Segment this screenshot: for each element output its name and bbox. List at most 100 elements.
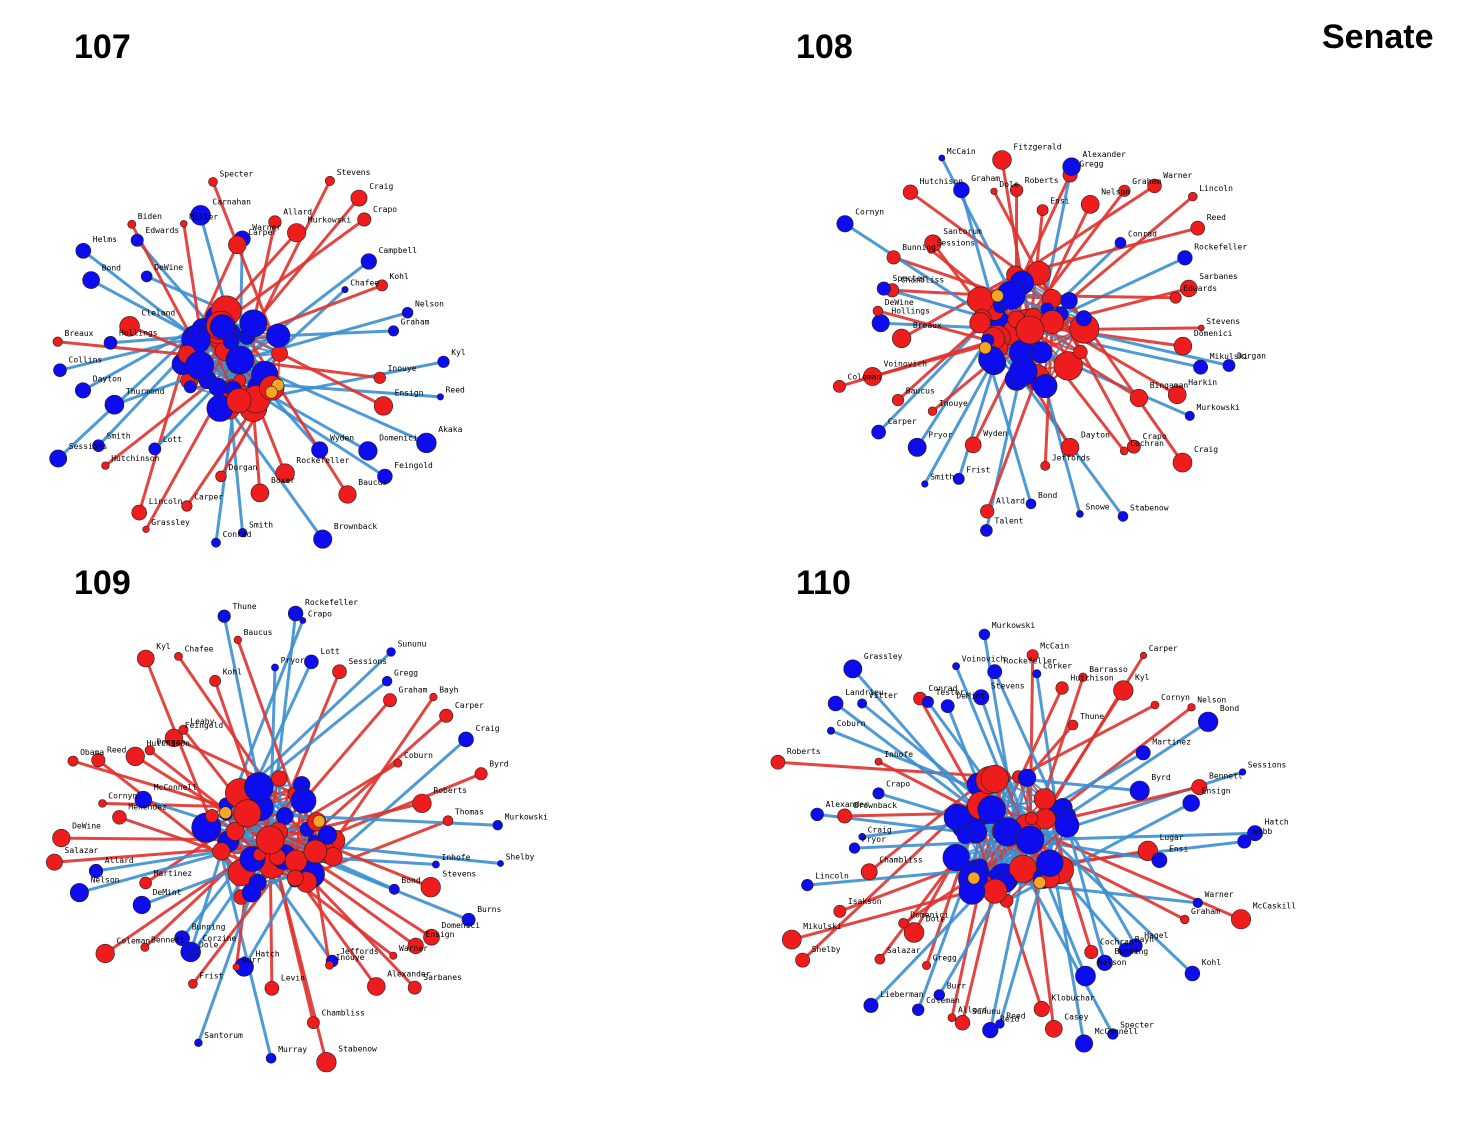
senator-node (965, 437, 981, 453)
senator-node (1136, 746, 1150, 760)
senator-label: Smith (249, 520, 273, 529)
senator-node (102, 462, 110, 470)
senator-node (211, 538, 220, 547)
network-edge (987, 377, 1036, 511)
senator-label: Lugar (1160, 833, 1184, 842)
senator-label: Martinez (154, 869, 193, 878)
senator-label: Chafee (185, 644, 214, 653)
senator-label: Obama (80, 748, 104, 757)
senator-label: Reid (1000, 1014, 1019, 1023)
senator-node (459, 732, 474, 747)
senator-label: Murkowski (1197, 403, 1241, 412)
senator-label: Miller (189, 213, 218, 222)
senator-label: Domenici (442, 921, 481, 930)
senator-node (96, 944, 115, 963)
senator-node (1183, 795, 1200, 812)
senator-label: McConnell (154, 783, 198, 792)
senator-label: Coburn (837, 719, 866, 728)
senator-node (220, 807, 232, 819)
senator-node (1025, 812, 1038, 825)
senator-node (333, 665, 347, 679)
senator-label: McCain (947, 147, 976, 156)
senator-label: Chambliss (322, 1009, 366, 1018)
senator-label: Biden (138, 212, 162, 221)
senator-node (922, 696, 933, 707)
senator-label: Talent (995, 516, 1024, 525)
senator-label: Santorum (943, 227, 982, 236)
senator-node (1170, 292, 1181, 303)
senator-label: DeMint (153, 888, 182, 897)
senator-label: Gregg (394, 668, 418, 677)
senator-node (394, 759, 402, 767)
senator-label: Rockefeller (305, 598, 358, 607)
senator-node (1034, 789, 1055, 810)
senator-label: Menendez (128, 802, 167, 811)
senator-node (872, 425, 886, 439)
senator-node (351, 190, 367, 206)
senator-node (408, 981, 421, 994)
senator-node (226, 346, 254, 374)
senator-label: Leahy (190, 717, 214, 726)
senator-node (430, 693, 438, 701)
senator-node (497, 860, 503, 866)
senator-node (325, 961, 333, 969)
senator-label: Thune (1080, 712, 1104, 721)
senator-label: Allard (996, 497, 1025, 506)
senator-label: Sessions (349, 657, 388, 666)
senator-node (1188, 704, 1196, 712)
senator-node (1031, 342, 1053, 364)
senator-label: Graham (1132, 177, 1161, 186)
figure-title: Senate (1322, 18, 1434, 57)
senator-node (53, 829, 71, 847)
senator-node (133, 896, 151, 914)
senator-node (953, 473, 964, 484)
senator-node (195, 1039, 203, 1047)
senator-label: Inouye (336, 953, 365, 962)
panel-label-107: 107 (74, 28, 131, 67)
senator-node (1041, 461, 1050, 470)
senator-label: Grassley (151, 518, 190, 527)
senator-node (359, 442, 378, 461)
senator-label: Nelson (415, 299, 444, 308)
senator-label: Breaux (913, 321, 942, 330)
senator-label: Domenici (910, 910, 949, 919)
senator-label: Kohl (1202, 958, 1221, 967)
senator-label: Burns (477, 905, 501, 914)
senator-label: Reed (446, 386, 465, 395)
senator-node (271, 664, 278, 671)
senator-node (993, 151, 1012, 170)
senator-node (1035, 809, 1055, 829)
senator-node (1026, 499, 1036, 509)
senator-node (128, 220, 136, 228)
senator-label: Grassley (864, 652, 903, 661)
senator-node (979, 342, 991, 354)
senator-label: Isakson (848, 897, 882, 906)
senator-label: Craig (476, 724, 500, 733)
senator-node (844, 660, 862, 678)
senator-node (1045, 1020, 1062, 1037)
senator-node (944, 804, 970, 830)
senator-label: Wyden (983, 429, 1007, 438)
senator-node (922, 481, 929, 488)
senator-label: Alexander (826, 800, 870, 809)
senator-label: Thune (233, 602, 257, 611)
senator-node (1056, 682, 1069, 695)
senator-label: Smith (107, 432, 131, 441)
senator-label: Bayh (1135, 935, 1154, 944)
senator-label: Dorgan (229, 463, 258, 472)
senator-label: Sessions (1248, 761, 1287, 770)
senator-label: Bond (1220, 704, 1239, 713)
senator-node (849, 843, 860, 854)
senator-label: Akaka (438, 425, 462, 434)
senator-node (983, 879, 1007, 903)
senator-node (988, 665, 1002, 679)
senator-label: Stevens (991, 682, 1025, 691)
senator-label: Warner (399, 944, 428, 953)
senator-node (887, 251, 900, 264)
senator-node (140, 877, 152, 889)
senator-node (1130, 781, 1149, 800)
senator-node (1140, 652, 1147, 659)
senator-label: Cornyn (855, 208, 884, 217)
senator-node (941, 700, 954, 713)
senator-label: Specter (220, 169, 254, 178)
